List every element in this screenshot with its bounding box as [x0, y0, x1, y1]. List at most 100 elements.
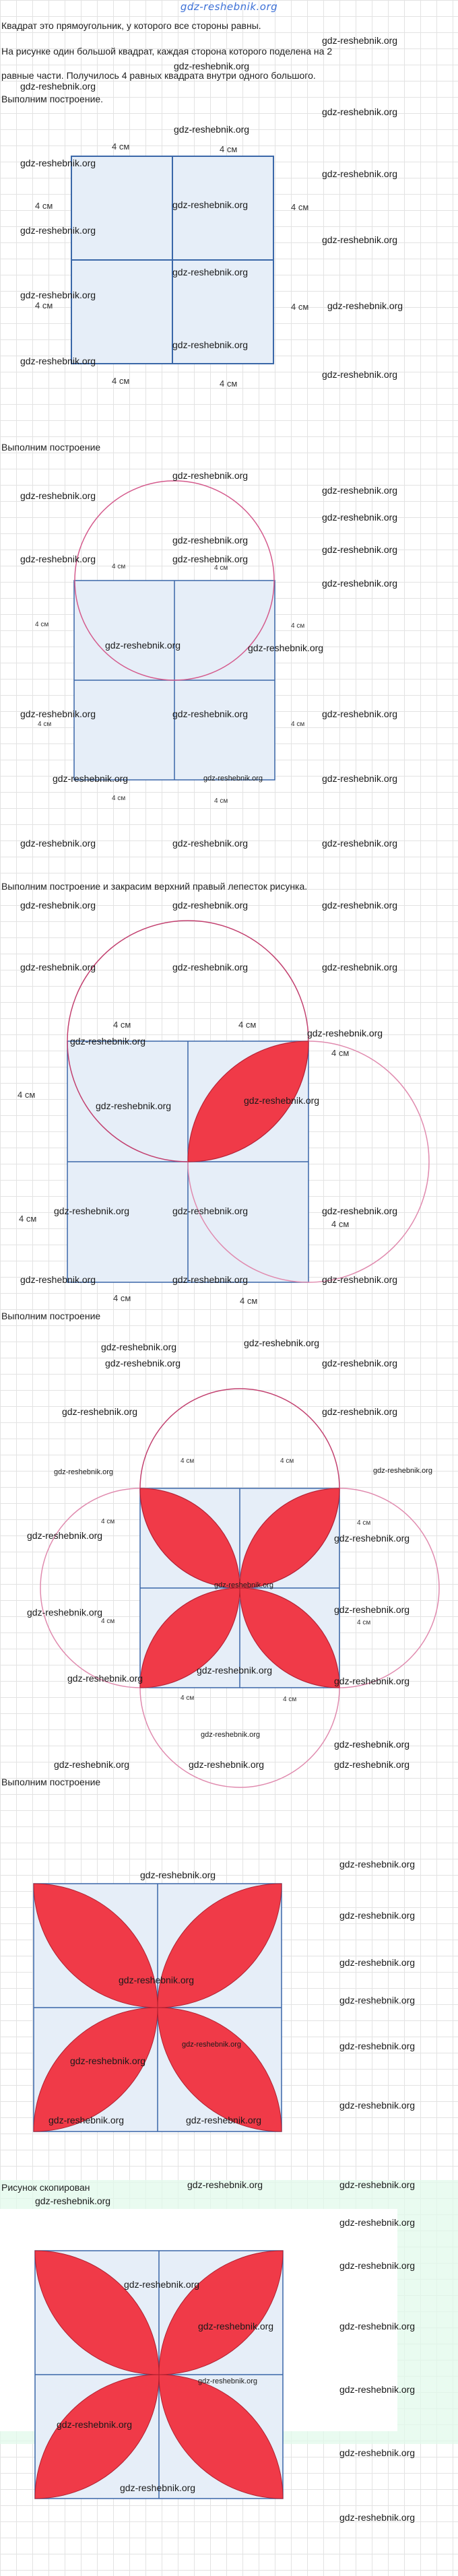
watermark: gdz-reshebnik.org: [62, 1406, 138, 1417]
watermark: gdz-reshebnik.org: [189, 1759, 265, 1770]
watermark: gdz-reshebnik.org: [20, 900, 96, 911]
watermark: gdz-reshebnik.org: [20, 490, 96, 501]
watermark: gdz-reshebnik.org: [244, 1337, 320, 1348]
watermark: gdz-reshebnik.org: [322, 369, 398, 380]
watermark: gdz-reshebnik.org: [172, 838, 249, 849]
watermark: gdz-reshebnik.org: [339, 2384, 416, 2395]
watermark: gdz-reshebnik.org: [339, 2041, 416, 2051]
watermark: gdz-reshebnik.org: [172, 554, 249, 564]
side-label: 4 см: [331, 1219, 350, 1229]
watermark: gdz-reshebnik.org: [140, 1870, 216, 1880]
step-5-heading: Выполним построение: [1, 1777, 101, 1787]
side-label: 4 см: [113, 1020, 131, 1030]
watermark: gdz-reshebnik.org: [20, 708, 96, 719]
watermark: gdz-reshebnik.org: [339, 2179, 416, 2190]
watermark: gdz-reshebnik.org: [203, 774, 263, 783]
watermark: gdz-reshebnik.org: [307, 1028, 383, 1038]
intro-line-3: равные части. Получилось 4 равных квадра…: [1, 70, 316, 81]
side-label: 4 см: [214, 564, 228, 572]
watermark: gdz-reshebnik.org: [20, 554, 96, 564]
watermark: gdz-reshebnik.org: [48, 2115, 125, 2125]
watermark: gdz-reshebnik.org: [120, 2482, 196, 2493]
watermark: gdz-reshebnik.org: [20, 290, 96, 300]
watermark: gdz-reshebnik.org: [20, 1274, 96, 1285]
watermark: gdz-reshebnik.org: [197, 1665, 273, 1676]
watermark: gdz-reshebnik.org: [327, 300, 403, 311]
watermark: gdz-reshebnik.org: [322, 234, 398, 245]
watermark: gdz-reshebnik.org: [172, 900, 249, 911]
side-label: 4 см: [35, 621, 49, 628]
side-label: 4 см: [113, 1293, 131, 1303]
side-label: 4 см: [101, 1518, 115, 1525]
side-label: 4 см: [331, 1048, 350, 1058]
watermark: gdz-reshebnik.org: [20, 356, 96, 366]
side-label: 4 см: [357, 1619, 371, 1626]
side-label: 4 см: [240, 1296, 258, 1306]
watermark: gdz-reshebnik.org: [322, 1406, 398, 1417]
watermark: gdz-reshebnik.org: [124, 2279, 200, 2290]
watermark: gdz-reshebnik.org: [201, 1731, 261, 1739]
watermark: gdz-reshebnik.org: [339, 2260, 416, 2271]
watermark: gdz-reshebnik.org: [334, 1604, 410, 1615]
side-label: 4 см: [112, 376, 130, 386]
side-label: 4 см: [291, 302, 309, 312]
watermark: gdz-reshebnik.org: [322, 512, 398, 523]
watermark: gdz-reshebnik.org: [198, 2321, 274, 2332]
petal-top-right: [187, 1041, 309, 1162]
watermark: gdz-reshebnik.org: [322, 1274, 398, 1285]
watermark: gdz-reshebnik.org: [322, 708, 398, 719]
figure-4-four-petals: [40, 1388, 440, 1788]
side-label: 4 см: [112, 795, 126, 802]
side-label: 4 см: [181, 1694, 195, 1702]
watermark: gdz-reshebnik.org: [339, 2512, 416, 2523]
watermark: gdz-reshebnik.org: [248, 642, 324, 653]
petal-bottom-left: [34, 2374, 160, 2499]
watermark: gdz-reshebnik.org: [339, 1910, 416, 1921]
side-label: 4 см: [291, 622, 305, 630]
watermark: gdz-reshebnik.org: [334, 1759, 410, 1770]
side-label: 4 см: [112, 563, 126, 570]
intro-line-1: Квадрат это прямоугольник, у которого вс…: [1, 20, 261, 31]
side-label: 4 см: [181, 1457, 195, 1465]
watermark: gdz-reshebnik.org: [214, 1581, 274, 1589]
watermark: gdz-reshebnik.org: [339, 2447, 416, 2458]
site-logo[interactable]: gdz-reshebnik.org: [180, 1, 278, 13]
watermark: gdz-reshebnik.org: [174, 124, 250, 135]
side-label: 4 см: [214, 797, 228, 805]
watermark: gdz-reshebnik.org: [70, 1036, 146, 1047]
guide-circle: [74, 480, 275, 681]
watermark: gdz-reshebnik.org: [53, 773, 129, 784]
petal-bottom-left: [139, 1587, 240, 1688]
side-label: 4 см: [291, 202, 309, 212]
watermark: gdz-reshebnik.org: [57, 2419, 133, 2430]
watermark: gdz-reshebnik.org: [54, 1759, 130, 1770]
watermark: gdz-reshebnik.org: [334, 1739, 410, 1750]
watermark: gdz-reshebnik.org: [20, 225, 96, 236]
watermark: gdz-reshebnik.org: [322, 485, 398, 496]
watermark: gdz-reshebnik.org: [172, 535, 249, 546]
step-1-heading: Выполним построение.: [1, 94, 104, 104]
side-label: 4 см: [357, 1519, 371, 1527]
watermark: gdz-reshebnik.org: [198, 2377, 258, 2385]
watermark: gdz-reshebnik.org: [20, 838, 96, 849]
watermark: gdz-reshebnik.org: [172, 1274, 249, 1285]
watermark: gdz-reshebnik.org: [172, 470, 249, 481]
side-label: 4 см: [35, 201, 53, 211]
watermark: gdz-reshebnik.org: [339, 1995, 416, 2006]
side-label: 4 см: [101, 1618, 115, 1625]
watermark: gdz-reshebnik.org: [322, 35, 398, 46]
watermark: gdz-reshebnik.org: [172, 339, 249, 350]
side-label: 4 см: [38, 721, 52, 728]
side-label: 4 см: [18, 1090, 36, 1100]
watermark: gdz-reshebnik.org: [322, 578, 398, 589]
watermark: gdz-reshebnik.org: [20, 158, 96, 168]
watermark: gdz-reshebnik.org: [172, 708, 249, 719]
watermark: gdz-reshebnik.org: [172, 1206, 249, 1216]
side-label: 4 см: [112, 141, 130, 152]
watermark: gdz-reshebnik.org: [54, 1468, 114, 1476]
watermark: gdz-reshebnik.org: [67, 1673, 143, 1684]
watermark: gdz-reshebnik.org: [322, 838, 398, 849]
watermark: gdz-reshebnik.org: [339, 2100, 416, 2111]
intro-line-2: На рисунке один большой квадрат, каждая …: [1, 46, 333, 57]
